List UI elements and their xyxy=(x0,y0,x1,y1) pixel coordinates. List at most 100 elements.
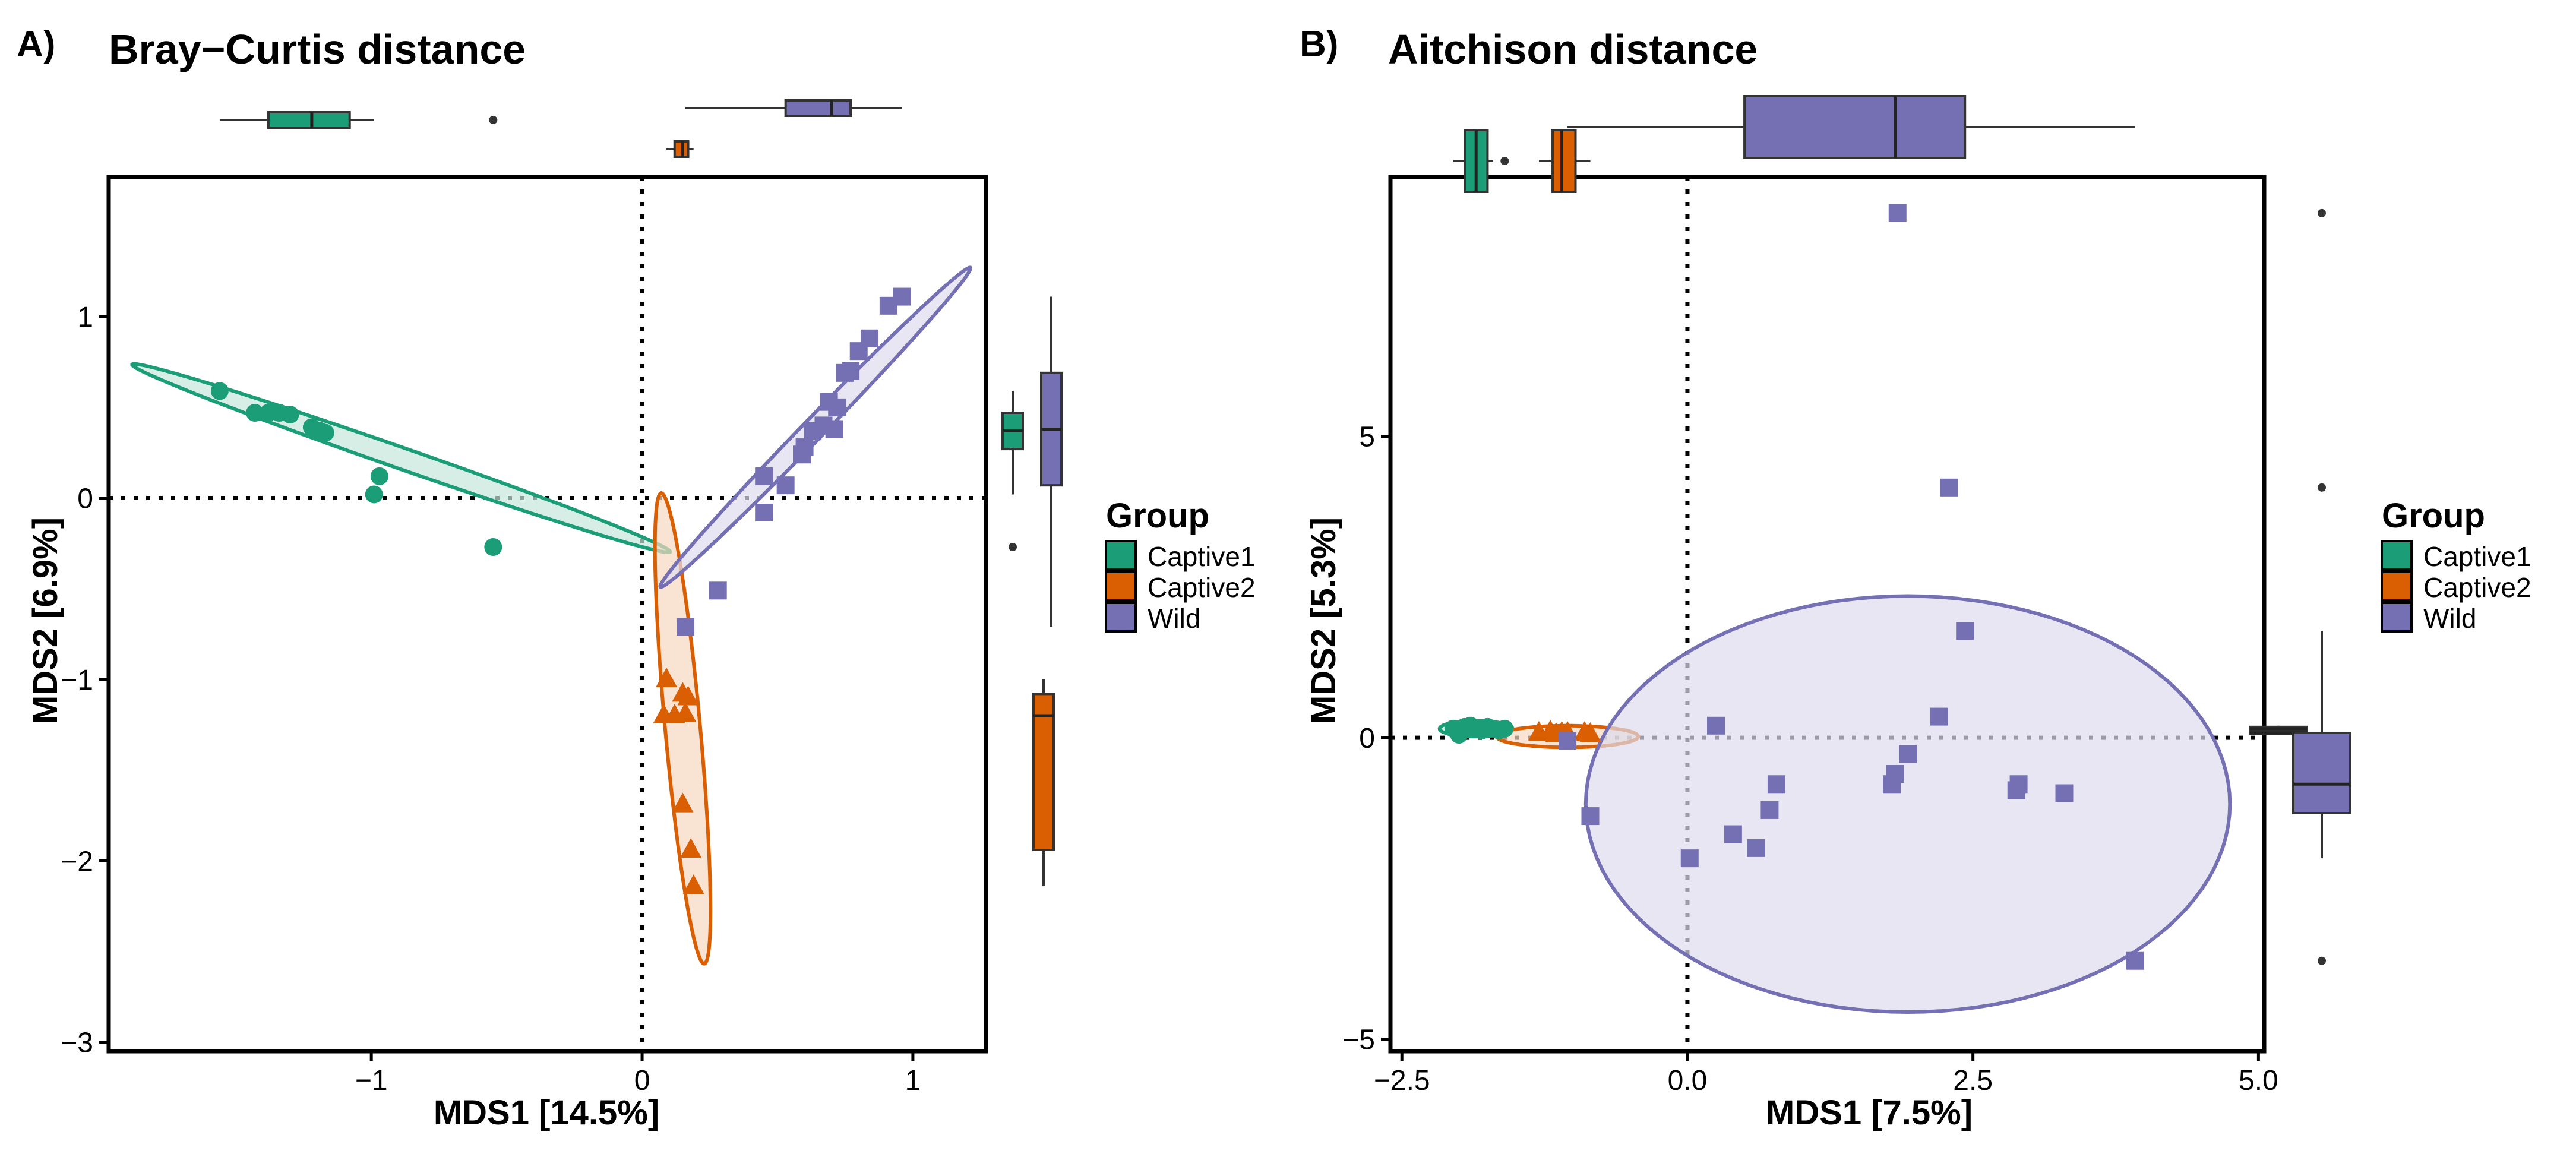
panel-b-right-box-outlier-wild xyxy=(2318,208,2326,217)
panel-a-point-wild xyxy=(795,438,814,457)
panel-a-y-tick-label: 0 xyxy=(77,483,93,515)
panel-a-point-wild xyxy=(776,476,795,495)
panel-b-legend-title: Group xyxy=(2382,497,2485,535)
panel-a-top-box-captive1 xyxy=(267,111,351,129)
panel-a-legend-label-wild: Wild xyxy=(1148,603,1200,634)
panel-a-legend-label-captive2: Captive2 xyxy=(1148,572,1256,603)
panel-a-ellipse-captive2 xyxy=(653,491,713,966)
panel-b-legend-key-captive1 xyxy=(2381,540,2413,571)
panel-b-point-wild xyxy=(1724,825,1742,843)
panel-a-x-tick-label: −1 xyxy=(355,1065,388,1096)
panel-b-right-box-wild xyxy=(2292,731,2351,815)
panel-b-legend: Group Captive1 Captive2 Wild xyxy=(2381,497,2531,634)
panel-a-point-captive1 xyxy=(210,382,229,400)
panel-a-point-captive1 xyxy=(281,406,299,424)
panel-a-plot-frame xyxy=(106,175,988,1054)
panel-b-legend-label-wild: Wild xyxy=(2423,603,2476,634)
panel-b-y-tick-label: 0 xyxy=(1359,723,1375,754)
panel-a-point-wild xyxy=(709,581,727,600)
panel-a-point-captive1 xyxy=(370,467,388,485)
panel-b-top-box-outlier-captive1 xyxy=(1500,157,1509,165)
panel-b-top-box-wild xyxy=(1743,95,1967,159)
panel-a-point-captive2 xyxy=(672,792,694,813)
panel-a-legend: Group Captive1 Captive2 Wild xyxy=(1105,497,1256,634)
panel-a-x-axis-label: MDS1 [14.5%] xyxy=(434,1093,659,1132)
panel-b-top-box-captive2 xyxy=(1551,129,1577,193)
panel-a-point-wild xyxy=(828,398,846,416)
panel-a-point-captive2 xyxy=(680,838,702,858)
panel-b-legend-key-wild xyxy=(2381,602,2413,633)
panel-b-legend-label-captive1: Captive1 xyxy=(2423,541,2531,572)
panel-b-point-wild xyxy=(1747,839,1765,857)
panel-b-plot: −2.5 0.0 2.5 5.0 −5 0 5 xyxy=(1342,95,2351,1096)
panel-a-point-wild xyxy=(676,618,694,636)
panel-b-point-captive1 xyxy=(1496,719,1514,738)
panel-b-point-wild xyxy=(1883,775,1901,794)
panel-a-point-captive2 xyxy=(674,701,696,722)
panel-a-legend-title: Group xyxy=(1106,497,1209,535)
panel-b-x-axis-label: MDS1 [7.5%] xyxy=(1766,1093,1973,1132)
panel-b-x-tick-label: 2.5 xyxy=(1953,1065,1993,1096)
panel-b-y-axis-label: MDS2 [5.3%] xyxy=(1304,517,1343,724)
panel-a-legend-key-captive2 xyxy=(1105,571,1137,602)
panel-a-point-wild xyxy=(842,362,860,380)
panel-a-y-tick-label: 1 xyxy=(77,302,93,333)
panel-b-ellipse-wild xyxy=(1583,594,2232,1014)
panel-a-point-wild xyxy=(755,503,773,521)
panel-a-title: Bray−Curtis distance xyxy=(109,26,526,72)
panel-a-legend-key-wild xyxy=(1105,602,1137,633)
panel-a-legend-label-captive1: Captive1 xyxy=(1148,541,1256,572)
panel-b-x-tick-label: 0.0 xyxy=(1668,1065,1708,1096)
panel-b-point-wild xyxy=(1581,807,1600,826)
panel-b-legend-key-captive2 xyxy=(2381,571,2413,602)
panel-a-y-axis-label: MDS2 [6.9%] xyxy=(26,517,65,724)
panel-a-y-tick-label: −3 xyxy=(61,1028,93,1059)
panel-b-x-tick-label: −2.5 xyxy=(1374,1065,1430,1096)
panel-b-point-wild xyxy=(1899,745,1917,763)
panel-a-point-wild xyxy=(860,329,878,347)
panel-a-point-wild xyxy=(893,287,911,306)
panel-b-point-wild xyxy=(2055,784,2074,802)
panel-b-point-wild xyxy=(1559,732,1577,750)
panel-a-point-captive2 xyxy=(677,685,699,706)
panel-a-y-tick-label: −1 xyxy=(61,665,93,696)
panel-b-plot-frame xyxy=(1388,175,2267,1054)
panel-b-title: Aitchison distance xyxy=(1388,26,1758,72)
panel-b-point-wild xyxy=(1940,478,1958,497)
panel-b-right-box-outlier-wild xyxy=(2318,483,2326,492)
panel-a-right-box-outlier-captive1 xyxy=(1009,543,1017,552)
panel-a-legend-key-captive1 xyxy=(1105,540,1137,571)
panel-b-point-wild xyxy=(2126,951,2144,970)
panel-a-point-captive1 xyxy=(246,404,264,422)
panel-a-point-wild xyxy=(825,420,843,438)
panel-b-y-tick-label: −5 xyxy=(1342,1025,1375,1056)
panel-b-point-wild xyxy=(2007,781,2025,799)
panel-a-point-captive1 xyxy=(484,538,502,557)
panel-a-point-captive2 xyxy=(682,874,704,894)
panel-a-point-wild xyxy=(755,467,773,485)
panel-a-top-box-wild xyxy=(784,99,852,117)
panel-a-point-captive2 xyxy=(653,704,675,724)
panel-b-point-wild xyxy=(1760,801,1779,819)
panel-b-point-wild xyxy=(1767,775,1785,794)
panel-b-point-wild xyxy=(1929,707,1948,726)
panel-b-point-captive2 xyxy=(1579,722,1601,742)
panel-a-point-captive1 xyxy=(316,423,334,442)
panel-a-label: A) xyxy=(17,24,55,65)
panel-b-right-box-outlier-wild xyxy=(2318,956,2326,965)
panel-b-point-wild xyxy=(1956,622,1974,640)
panel-a-top-box-outlier-captive1 xyxy=(489,116,498,124)
panel-a-y-tick-label: −2 xyxy=(61,846,93,877)
panel-b-label: B) xyxy=(1300,24,1338,65)
panel-b-x-tick-label: 5.0 xyxy=(2239,1065,2278,1096)
panel-a-x-tick-label: 1 xyxy=(905,1065,921,1096)
panel-b-point-wild xyxy=(1888,204,1907,222)
panel-b-y-tick-label: 5 xyxy=(1359,422,1375,453)
panel-a-plot: −1 0 1 −3 −2 −1 0 1 xyxy=(61,99,1063,1096)
panel-b-point-captive1 xyxy=(1450,726,1468,744)
panel-a-right-box-captive2 xyxy=(1032,693,1055,852)
panel-b-legend-label-captive2: Captive2 xyxy=(2423,572,2531,603)
panel-a-point-captive1 xyxy=(365,485,383,504)
panel-b-point-wild xyxy=(1680,849,1699,868)
